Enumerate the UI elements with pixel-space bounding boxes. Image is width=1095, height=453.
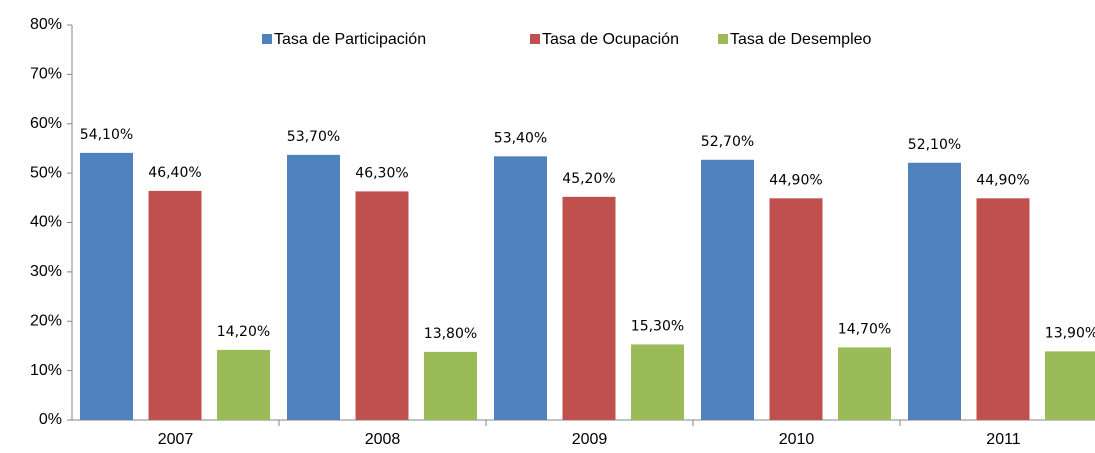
bar — [562, 196, 616, 420]
y-tick-label: 20% — [30, 312, 62, 329]
value-label: 14,70% — [838, 321, 891, 337]
bar — [80, 152, 133, 420]
bar — [908, 162, 961, 420]
legend-swatch — [262, 34, 272, 44]
value-label: 53,70% — [287, 129, 340, 145]
value-label: 52,10% — [908, 137, 961, 153]
bar — [148, 190, 202, 420]
value-label: 53,40% — [494, 130, 547, 146]
y-tick-label: 70% — [30, 66, 62, 83]
x-tick-label: 2007 — [158, 431, 194, 448]
value-label: 46,40% — [148, 165, 201, 181]
value-label: 45,20% — [562, 171, 615, 187]
legend-label: Tasa de Ocupación — [542, 31, 679, 48]
bar — [976, 198, 1030, 420]
bar — [838, 347, 891, 420]
bar — [355, 191, 409, 420]
y-tick-label: 30% — [30, 263, 62, 280]
value-label: 13,80% — [424, 326, 477, 342]
x-tick-label: 2011 — [986, 431, 1021, 448]
legend-swatch — [718, 34, 728, 44]
legend-label: Tasa de Participación — [274, 31, 426, 48]
value-label: 44,90% — [976, 172, 1029, 188]
value-label: 15,30% — [631, 318, 684, 334]
bar — [287, 154, 340, 420]
y-tick-label: 10% — [30, 362, 62, 379]
y-tick-label: 50% — [30, 164, 62, 181]
legend-swatch — [530, 34, 540, 44]
y-tick-label: 0% — [39, 411, 62, 428]
legend-label: Tasa de Desempleo — [730, 31, 872, 48]
y-tick-label: 40% — [30, 214, 62, 231]
bar — [217, 349, 270, 420]
bar — [631, 344, 684, 420]
y-tick-label: 80% — [30, 16, 62, 33]
value-label: 14,20% — [217, 324, 270, 340]
bar — [1045, 351, 1095, 420]
value-label: 44,90% — [769, 172, 822, 188]
value-label: 46,30% — [355, 165, 408, 181]
value-label: 54,10% — [80, 127, 133, 143]
x-tick-label: 2008 — [365, 431, 401, 448]
bar — [769, 198, 823, 420]
y-tick-label: 60% — [30, 115, 62, 132]
bar — [701, 159, 754, 420]
x-tick-label: 2010 — [779, 431, 815, 448]
value-label: 13,90% — [1045, 325, 1095, 341]
bar — [424, 351, 477, 420]
bar — [494, 156, 547, 420]
value-label: 52,70% — [701, 134, 754, 150]
x-tick-label: 2009 — [572, 431, 608, 448]
